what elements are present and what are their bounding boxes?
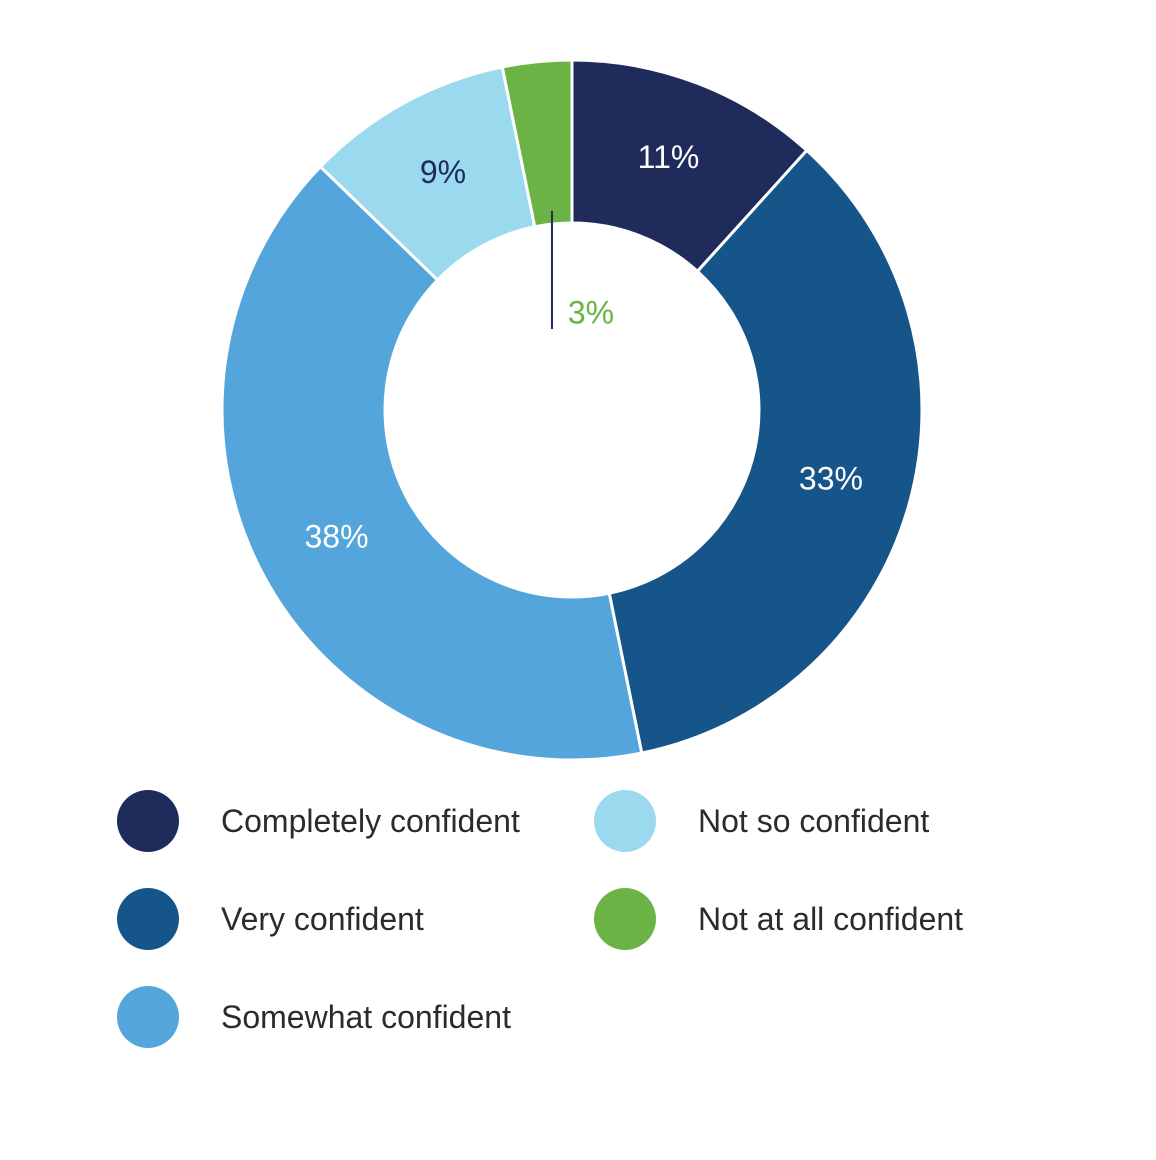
legend-item-not-so-confident: Not so confident: [594, 790, 929, 852]
legend-label: Not at all confident: [698, 900, 964, 937]
legend-item-completely-confident: Completely confident: [117, 790, 520, 852]
legend-label: Completely confident: [221, 802, 520, 839]
slice-label-somewhat-confident: 38%: [305, 518, 369, 554]
slice-label-very-confident: 33%: [799, 460, 863, 496]
legend-swatch: [117, 888, 179, 950]
slice-somewhat-confident: [220, 164, 644, 762]
legend-label: Very confident: [221, 900, 424, 937]
legend-swatch: [117, 790, 179, 852]
donut-chart: 11% 33% 38% 9% 3%: [220, 58, 924, 762]
slice-label-completely-confident: 11%: [638, 139, 700, 175]
legend-swatch: [117, 986, 179, 1048]
slice-label-not-so-confident: 9%: [420, 154, 466, 190]
slice-very-confident: [607, 148, 924, 755]
legend-item-very-confident: Very confident: [117, 888, 424, 950]
legend-label: Not so confident: [698, 802, 930, 839]
legend-item-not-at-all-confident: Not at all confident: [594, 888, 963, 950]
slice-not-at-all-confident: [500, 58, 574, 229]
slice-label-not-at-all-confident: 3%: [568, 294, 614, 330]
legend-swatch: [594, 888, 656, 950]
legend-swatch: [594, 790, 656, 852]
legend-label: Somewhat confident: [221, 998, 511, 1035]
legend-item-somewhat-confident: Somewhat confident: [117, 986, 511, 1048]
